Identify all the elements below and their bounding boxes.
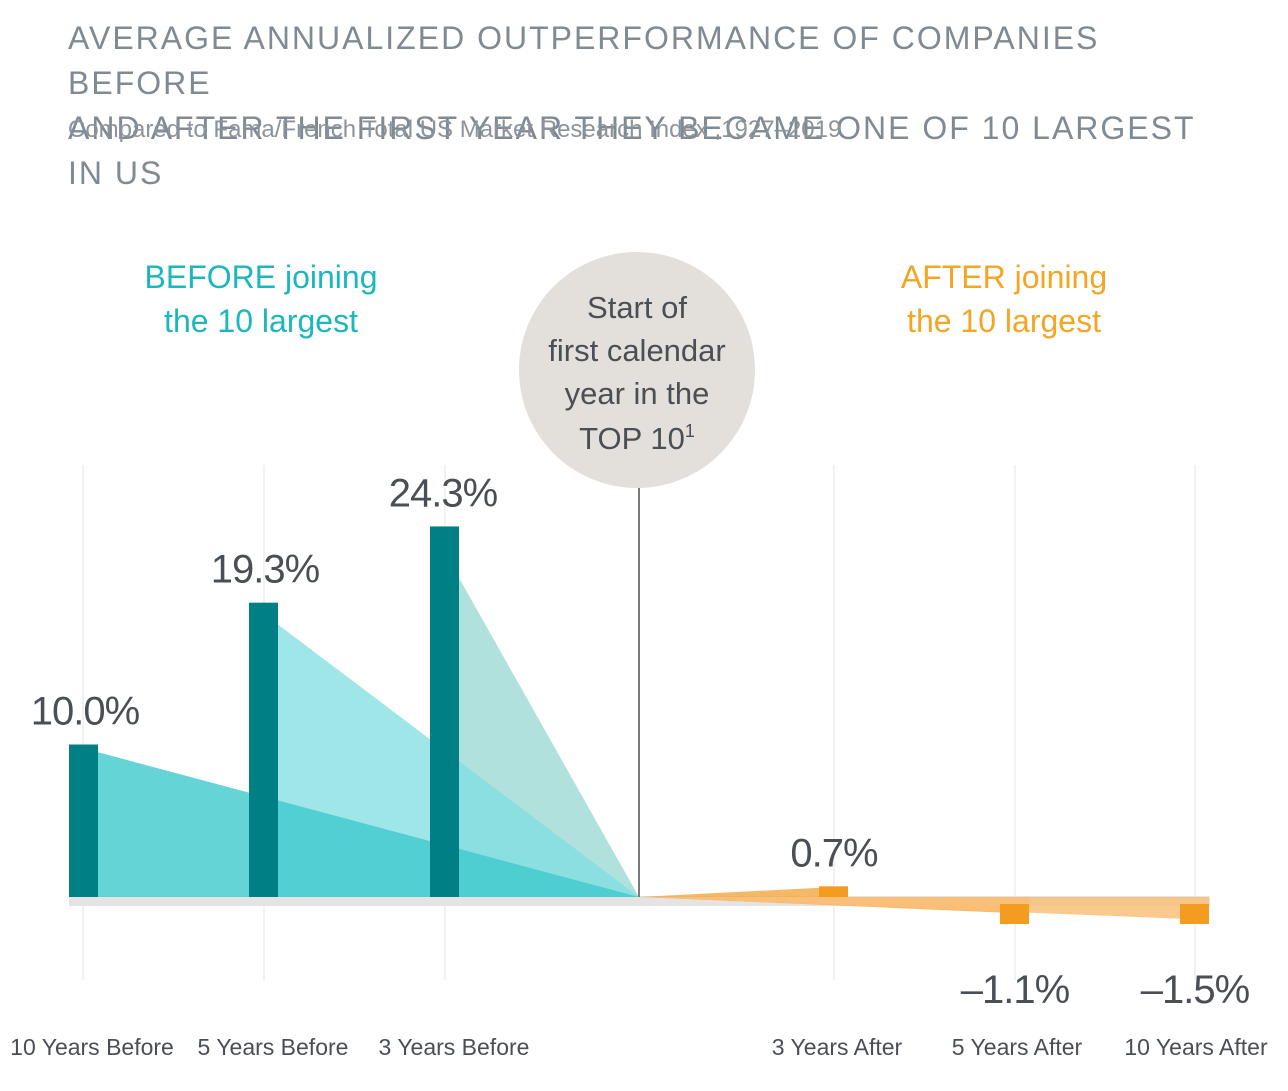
bar-10-years-before: [69, 744, 98, 897]
category-label-10-years-before: 10 Years Before: [10, 1034, 174, 1060]
start-marker-text-1: Start of: [587, 290, 687, 325]
start-marker-text-3: year in the: [565, 376, 710, 411]
value-label-3-years-before: 24.3%: [389, 471, 498, 515]
value-label-3-years-after: 0.7%: [790, 831, 878, 875]
value-label-10-years-after: –1.5%: [1141, 968, 1250, 1012]
value-label-10-years-before: 10.0%: [31, 690, 140, 734]
chart-subtitle: Compared to Fama/French Total US Market …: [68, 116, 842, 143]
chart-title-line-2: AND AFTER THE FIRST YEAR THEY BECAME ONE…: [68, 110, 1195, 191]
zero-axis: [69, 896, 1210, 906]
value-label-5-years-after: –1.1%: [961, 968, 1070, 1012]
start-marker-text-4: TOP 101: [579, 421, 695, 456]
category-label-10-years-after: 10 Years After: [1124, 1034, 1268, 1060]
value-label-5-years-before: 19.3%: [211, 548, 320, 592]
bar-3-years-after: [819, 886, 848, 897]
bar-5-years-before: [249, 602, 278, 897]
bar-3-years-before: [430, 526, 459, 897]
chart-title-line-1: AVERAGE ANNUALIZED OUTPERFORMANCE OF COM…: [68, 20, 1100, 101]
bar-5-years-after: [1000, 904, 1029, 924]
footnote-superscript: 1: [685, 421, 695, 441]
category-label-3-years-before: 3 Years Before: [379, 1034, 530, 1060]
fan-10-years-before: [69, 744, 639, 897]
fan-10-years-after: [639, 897, 1209, 920]
fan-3-years-after: [639, 886, 848, 897]
start-marker-circle: [519, 252, 755, 488]
before-heading-line-1: BEFORE joining: [145, 259, 378, 295]
category-label-5-years-after: 5 Years After: [952, 1034, 1083, 1060]
bar-10-years-after: [1180, 904, 1209, 924]
after-heading-line-2: the 10 largest: [907, 303, 1101, 339]
chart-title: AVERAGE ANNUALIZED OUTPERFORMANCE OF COM…: [68, 16, 1218, 196]
category-label-5-years-before: 5 Years Before: [198, 1034, 349, 1060]
after-heading-line-1: AFTER joining: [901, 259, 1107, 295]
category-label-3-years-after: 3 Years After: [772, 1034, 903, 1060]
start-marker-text-2: first calendar: [548, 333, 725, 368]
before-heading-line-2: the 10 largest: [164, 303, 358, 339]
